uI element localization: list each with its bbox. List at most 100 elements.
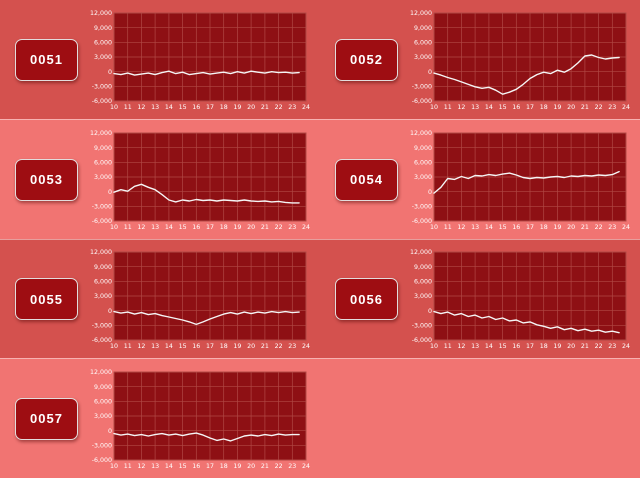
y-tick-label: -6,000 xyxy=(412,218,432,225)
y-tick-label: -3,000 xyxy=(412,323,432,330)
x-tick-label: 18 xyxy=(220,104,228,111)
x-tick-label: 14 xyxy=(165,343,173,350)
x-tick-label: 19 xyxy=(553,224,561,231)
x-tick-label: 16 xyxy=(192,224,200,231)
x-tick-label: 17 xyxy=(206,463,214,470)
x-tick-label: 15 xyxy=(179,104,187,111)
y-tick-label: 6,000 xyxy=(414,39,432,46)
x-tick-label: 24 xyxy=(622,224,630,231)
x-tick-label: 22 xyxy=(275,463,283,470)
x-tick-label: 13 xyxy=(151,463,159,470)
y-tick-label: 3,000 xyxy=(414,293,432,300)
x-tick-label: 13 xyxy=(471,343,479,350)
y-tick-label: 0 xyxy=(108,68,112,75)
x-tick-label: 21 xyxy=(581,343,589,350)
data-line xyxy=(113,183,300,204)
x-tick-label: 15 xyxy=(499,104,507,111)
x-tick-label: 10 xyxy=(110,463,118,470)
x-tick-label: 13 xyxy=(471,224,479,231)
x-tick-label: 13 xyxy=(151,104,159,111)
plot-border xyxy=(113,371,307,460)
y-tick-label: 9,000 xyxy=(414,264,432,271)
line-chart-0057: 12,000 9,000 6,000 3,000 0 -3,000 -6,000 10 11 12… xyxy=(88,367,310,471)
x-tick-label: 14 xyxy=(165,463,173,470)
y-tick-label: 6,000 xyxy=(414,279,432,286)
x-tick-label: 21 xyxy=(581,224,589,231)
x-tick-label: 23 xyxy=(608,104,616,111)
x-tick-label: 16 xyxy=(192,104,200,111)
x-tick-label: 24 xyxy=(622,343,630,350)
x-tick-label: 10 xyxy=(430,104,438,111)
x-tick-label: 18 xyxy=(220,343,228,350)
x-tick-label: 21 xyxy=(261,104,269,111)
x-tick-label: 17 xyxy=(206,343,214,350)
y-tick-label: -3,000 xyxy=(92,83,112,90)
x-tick-label: 14 xyxy=(165,104,173,111)
x-tick-label: 18 xyxy=(540,104,548,111)
x-tick-label: 16 xyxy=(192,343,200,350)
dashboard-row-2: 0053 12,000 9,000 6,000 3,000 0 -3,000 -6,000 1… xyxy=(0,119,640,239)
x-tick-label: 21 xyxy=(261,224,269,231)
x-tick-label: 11 xyxy=(124,463,132,470)
channel-button-0052[interactable]: 0052 xyxy=(335,38,398,81)
line-chart-0054: 12,000 9,000 6,000 3,000 0 -3,000 -6,000 10 11 12… xyxy=(408,128,630,232)
y-tick-label: 6,000 xyxy=(94,39,112,46)
y-tick-label: -6,000 xyxy=(92,98,112,105)
y-tick-label: 12,000 xyxy=(90,369,112,376)
x-tick-label: 16 xyxy=(512,224,520,231)
x-tick-label: 20 xyxy=(567,224,575,231)
y-tick-label: 9,000 xyxy=(94,144,112,151)
data-line xyxy=(113,431,300,442)
x-tick-label: 23 xyxy=(608,224,616,231)
y-tick-label: 0 xyxy=(428,188,432,195)
x-tick-label: 17 xyxy=(526,224,534,231)
x-tick-label: 16 xyxy=(512,104,520,111)
plot-border xyxy=(113,251,307,341)
y-tick-label: -6,000 xyxy=(412,98,432,105)
y-tick-label: 0 xyxy=(108,427,112,434)
x-tick-label: 23 xyxy=(288,224,296,231)
x-tick-label: 13 xyxy=(151,224,159,231)
panel-0051: 0051 12,000 9,000 6,000 3,000 0 -3,000 -6,000 1… xyxy=(0,0,320,119)
channel-button-0054[interactable]: 0054 xyxy=(335,158,398,201)
channel-button-0055[interactable]: 0055 xyxy=(15,278,78,320)
x-tick-label: 11 xyxy=(444,224,452,231)
y-tick-label: -3,000 xyxy=(92,442,112,449)
panel-0053: 0053 12,000 9,000 6,000 3,000 0 -3,000 -6,000 1… xyxy=(0,120,320,239)
x-tick-label: 24 xyxy=(302,104,310,111)
x-tick-label: 20 xyxy=(247,463,255,470)
data-line xyxy=(113,70,300,76)
y-tick-label: -6,000 xyxy=(412,337,432,344)
x-tick-label: 22 xyxy=(595,224,603,231)
x-tick-label: 16 xyxy=(192,463,200,470)
y-tick-label: 12,000 xyxy=(90,249,112,256)
channel-button-0057[interactable]: 0057 xyxy=(15,397,78,440)
panel-0054: 0054 12,000 9,000 6,000 3,000 0 -3,000 -6,000 1… xyxy=(320,120,640,239)
channel-button-0053[interactable]: 0053 xyxy=(15,158,78,201)
plot-border xyxy=(433,132,627,221)
x-tick-label: 11 xyxy=(124,343,132,350)
x-tick-label: 19 xyxy=(233,104,241,111)
y-tick-label: 6,000 xyxy=(94,279,112,286)
y-tick-label: 0 xyxy=(108,308,112,315)
x-tick-label: 20 xyxy=(247,343,255,350)
x-tick-label: 20 xyxy=(247,224,255,231)
data-line xyxy=(113,310,300,326)
x-tick-label: 17 xyxy=(206,104,214,111)
x-tick-label: 20 xyxy=(567,343,575,350)
data-line xyxy=(433,310,620,334)
x-tick-label: 23 xyxy=(608,343,616,350)
channel-button-0051[interactable]: 0051 xyxy=(15,38,78,81)
x-tick-label: 21 xyxy=(261,343,269,350)
y-tick-label: -6,000 xyxy=(92,457,112,464)
plot-border xyxy=(433,251,627,341)
x-tick-label: 19 xyxy=(553,104,561,111)
y-tick-label: 3,000 xyxy=(414,174,432,181)
channel-button-0056[interactable]: 0056 xyxy=(335,278,398,320)
x-tick-label: 23 xyxy=(288,463,296,470)
x-tick-label: 18 xyxy=(220,463,228,470)
x-tick-label: 14 xyxy=(485,104,493,111)
